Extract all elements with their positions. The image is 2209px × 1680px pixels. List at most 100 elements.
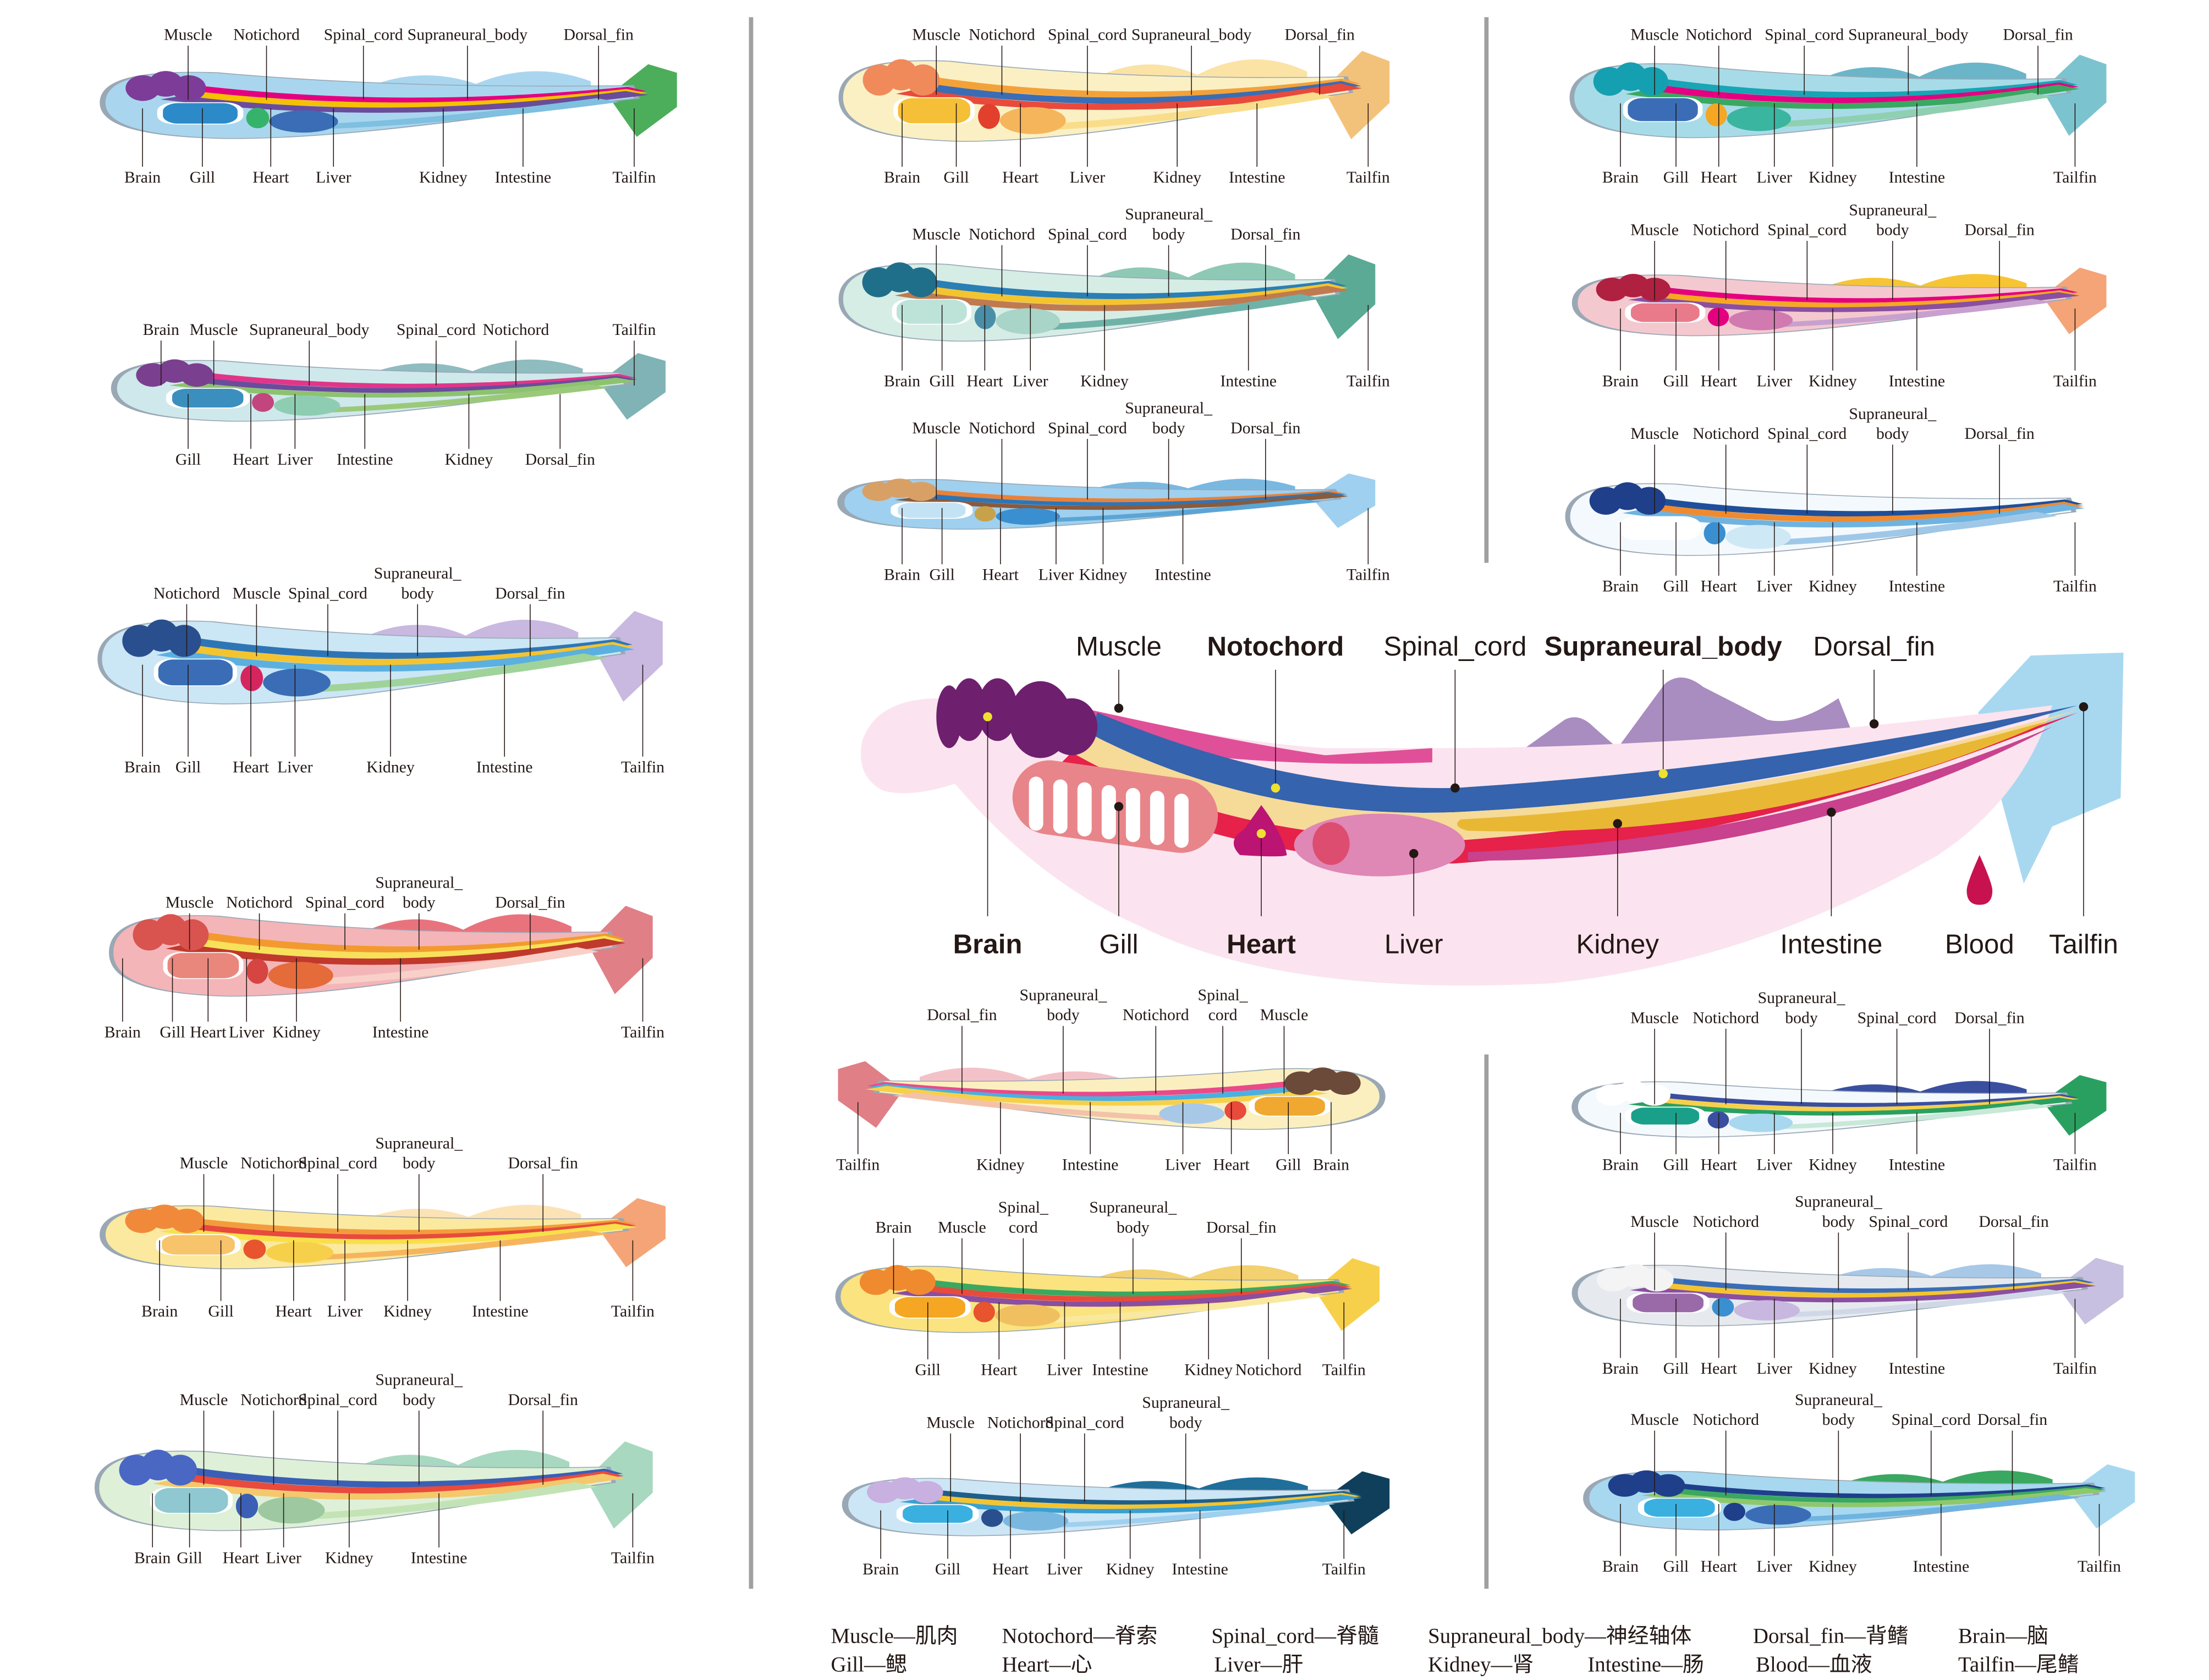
red-band (1054, 712, 2078, 864)
organ-label: Supraneural_body (1795, 1193, 1883, 1231)
organ-label: Gill (1663, 1557, 1689, 1576)
organ-label: Dorsal_fin (1285, 26, 1355, 44)
organ-label: Notichord (1685, 26, 1752, 44)
organ-label: Dorsal_fin (495, 584, 565, 602)
brain-shape (170, 1208, 204, 1233)
organ-label: Tailfin (2049, 929, 2118, 959)
organ-label: Spinal_cord (1048, 419, 1127, 437)
fish-illustration (1583, 1464, 2135, 1530)
organ-label: Muscle (1630, 1009, 1679, 1027)
heart-shape (981, 1509, 1003, 1527)
fish-panel-l3: Notichord Muscle Spinal_cord Supraneural_ bo… (97, 564, 664, 776)
organ-label: Supraneural_body (375, 1134, 463, 1172)
organ-label: Heart (1701, 1557, 1738, 1576)
organ-label: Kidney (383, 1302, 432, 1320)
organ-label-line: Supraneural_ (375, 1371, 463, 1389)
fish-illustration (1571, 1258, 2124, 1327)
organ-label: Supraneural_body (408, 26, 527, 44)
intestine-shape (309, 653, 607, 692)
organ-label-line: body (1785, 1009, 1818, 1027)
organ-label: Gill (177, 1549, 202, 1567)
organ-label: Supraneural_body (1758, 989, 1846, 1027)
tailfin-shape (1314, 1258, 1380, 1331)
organ-label: Brain (953, 929, 1023, 959)
legend-entry: Dorsal_fin—背鳍 (1753, 1624, 1909, 1648)
body-stripe (1625, 76, 2078, 98)
legend: Muscle—肌肉 Notochord—脊索 Spinal_cord—脊髓 Supra… (831, 1624, 2079, 1677)
intestine-shape (1770, 511, 2058, 546)
liver-shape (274, 395, 340, 416)
organ-label: Gill (1663, 1155, 1689, 1174)
body-stripe (156, 635, 633, 659)
gill-filament (1174, 794, 1189, 848)
organ-label: Brain (1602, 1359, 1639, 1378)
gill-shape (896, 1504, 979, 1524)
intestine-shape (1039, 294, 1322, 331)
organ-label-line: Supraneural_ (375, 873, 463, 891)
body-stripe (152, 1464, 623, 1488)
organ-label: Notichord (1123, 1006, 1189, 1024)
organ-label: Kidney (1079, 566, 1128, 584)
fish-illustration (838, 1061, 1386, 1130)
heart-shape (246, 959, 268, 984)
organ-label: Supraneural_body (375, 1371, 463, 1409)
heart-shape (978, 103, 1000, 129)
organ-label: Kidney (1080, 372, 1129, 390)
brain-shape (903, 1269, 936, 1295)
liver-shape (1729, 1113, 1793, 1132)
brain-shape (163, 1455, 197, 1486)
notochord-band (1071, 709, 2078, 841)
liver-shape (999, 107, 1066, 134)
gill-filament (1053, 779, 1068, 834)
organ-label: Dorsal_fin (1206, 1218, 1276, 1236)
heart-shape (1712, 1297, 1734, 1317)
organ-label: Heart (223, 1549, 260, 1567)
intestine-shape (1790, 1494, 2080, 1522)
body-stripe (1630, 1275, 2095, 1293)
organ-label: Liver (1757, 1557, 1793, 1576)
organ-label: Gill (175, 450, 201, 469)
liver-shape (269, 110, 338, 133)
tailfin-shape (2042, 1075, 2107, 1136)
fish-panel-br3: Muscle Notichord Supraneural_ body Spinal_co… (1583, 1391, 2135, 1576)
fish-panel-r1: Muscle Notichord Spinal_cord Supraneural_bo… (1569, 26, 2107, 186)
gill-filament (1125, 787, 1140, 842)
organ-label-line: body (1876, 221, 1909, 239)
organ-label: Notichord (240, 1391, 307, 1409)
organ-label: Intestine (1889, 1155, 1946, 1174)
body-stripe (169, 371, 636, 389)
organ-label-line: body (1117, 1218, 1150, 1236)
organ-label: Muscle (1630, 26, 1679, 44)
intestine-shape (1045, 92, 1335, 130)
organ-label: Supraneural_body (1545, 631, 1783, 662)
organ-label-line: Supraneural_ (1795, 1391, 1883, 1409)
heart-shape (243, 1240, 266, 1259)
legend-entry: Gill—鳃 (831, 1653, 907, 1676)
organ-label: Brain (1602, 1155, 1639, 1174)
organ-label: Supraneural_body (1019, 986, 1107, 1024)
organ-label: Liver (1384, 929, 1443, 959)
liver-shape (995, 1304, 1060, 1327)
organ-label: Brain (1602, 1557, 1639, 1576)
gill-shape (153, 658, 238, 686)
tailfin-shape (587, 906, 653, 994)
organ-label: Kidney (976, 1155, 1025, 1174)
tailfin-shape (599, 353, 666, 420)
organ-label: Kidney (1184, 1360, 1233, 1379)
organ-label: Spinal_cord (1383, 631, 1526, 662)
organ-label: Kidney (419, 168, 468, 186)
tailfin-shape (2042, 267, 2107, 334)
brain-shape (910, 1481, 943, 1503)
marker-dot (1613, 819, 1623, 828)
liver-shape (1729, 310, 1793, 331)
organ-label: Gill (943, 168, 969, 186)
organ-label: Kidney (1106, 1560, 1155, 1578)
organ-label: Notichord (240, 1154, 307, 1172)
organ-label: Tailfin (2053, 372, 2097, 390)
organ-label: Spinal_cord (1869, 1213, 1948, 1231)
liver-shape (996, 308, 1060, 334)
organ-label-line: cord (1009, 1218, 1038, 1236)
organ-label: Kidney (325, 1549, 373, 1567)
